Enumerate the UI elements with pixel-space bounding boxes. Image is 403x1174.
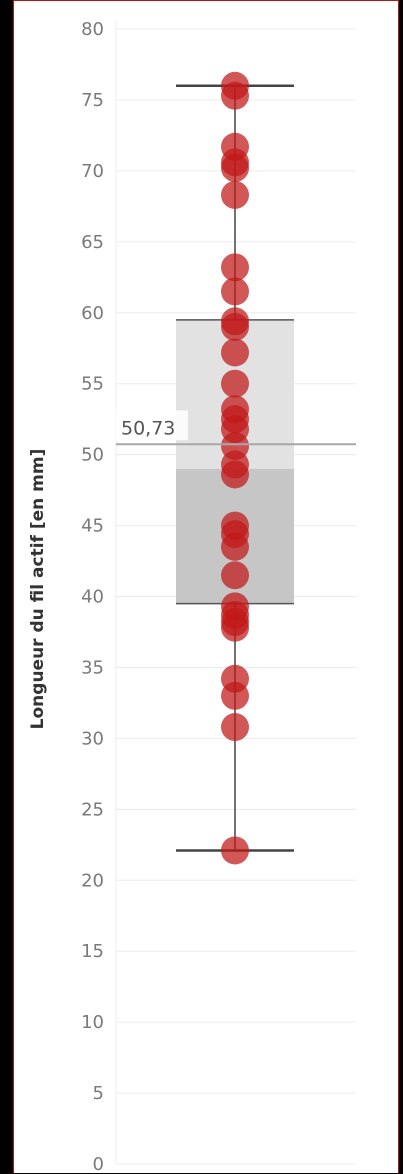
y-axis-label: Longueur du fil actif [en mm] <box>28 449 48 730</box>
data-point <box>221 180 249 209</box>
y-tick-label: 75 <box>81 90 104 111</box>
data-point <box>221 338 249 367</box>
y-tick-label: 0 <box>93 1154 104 1174</box>
y-tick-label: 80 <box>81 19 104 40</box>
data-point <box>221 460 249 489</box>
y-tick-label: 50 <box>81 445 104 466</box>
data-point <box>221 561 249 590</box>
y-tick-label: 45 <box>81 516 104 537</box>
data-point <box>221 81 249 110</box>
box-plot-chart: 0 5 10 15 20 25 30 35 40 45 50 55 60 65 70 75 80 50,73 L… <box>28 19 356 1174</box>
data-point <box>221 532 249 561</box>
data-point <box>221 681 249 710</box>
data-points <box>221 71 249 865</box>
y-tick-label: 15 <box>81 941 104 962</box>
data-point <box>221 253 249 282</box>
y-tick-label: 70 <box>81 161 104 182</box>
chart-frame: 0 5 10 15 20 25 30 35 40 45 50 55 60 65 70 75 80 50,73 L… <box>13 0 399 1174</box>
y-tick-label: 20 <box>81 870 104 891</box>
data-point <box>221 836 249 865</box>
y-tick-label: 60 <box>81 303 104 324</box>
data-point <box>221 312 249 341</box>
reference-line-group: 50,73 <box>116 410 356 446</box>
data-point <box>221 277 249 306</box>
y-axis-ticks: 0 5 10 15 20 25 30 35 40 45 50 55 60 65 70 75 80 <box>81 19 104 1174</box>
y-tick-label: 65 <box>81 232 104 253</box>
reference-line-label: 50,73 <box>121 417 175 439</box>
y-tick-label: 55 <box>81 374 104 395</box>
y-tick-label: 40 <box>81 587 104 608</box>
y-tick-label: 5 <box>93 1083 104 1104</box>
y-tick-label: 25 <box>81 799 104 820</box>
data-point <box>221 154 249 183</box>
data-point <box>221 613 249 642</box>
data-point <box>221 369 249 398</box>
reference-label-bg <box>116 410 188 441</box>
y-tick-label: 35 <box>81 657 104 678</box>
data-point <box>221 713 249 742</box>
y-tick-label: 30 <box>81 728 104 749</box>
y-tick-label: 10 <box>81 1012 104 1033</box>
